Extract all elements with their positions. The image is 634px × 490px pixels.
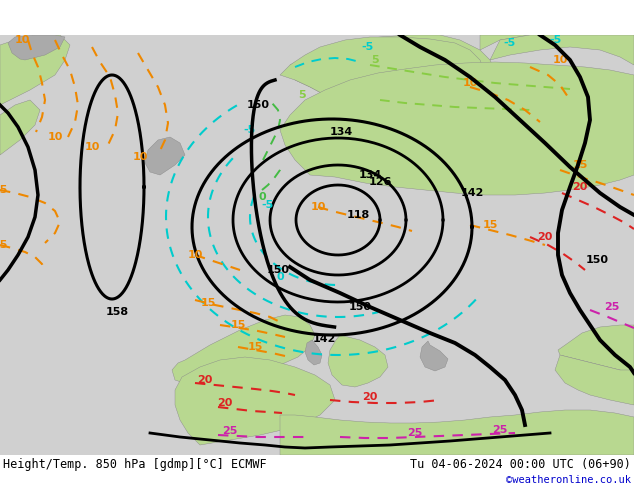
Text: 20: 20 (362, 392, 378, 402)
Text: 10: 10 (84, 142, 100, 152)
Polygon shape (305, 340, 322, 365)
Text: 15: 15 (247, 342, 262, 352)
Text: 15: 15 (0, 240, 8, 250)
Text: 25: 25 (223, 426, 238, 436)
Text: ©weatheronline.co.uk: ©weatheronline.co.uk (506, 475, 631, 485)
Polygon shape (558, 325, 634, 373)
Polygon shape (280, 410, 634, 455)
Polygon shape (420, 341, 448, 371)
Polygon shape (480, 35, 634, 55)
Text: Height/Temp. 850 hPa [gdmp][°C] ECMWF: Height/Temp. 850 hPa [gdmp][°C] ECMWF (3, 458, 267, 470)
Polygon shape (145, 137, 185, 175)
Text: 134: 134 (358, 170, 382, 180)
Text: 10: 10 (48, 132, 63, 142)
Text: 10: 10 (310, 202, 326, 212)
Text: -5: -5 (504, 38, 516, 48)
Polygon shape (290, 35, 495, 117)
Text: 15: 15 (573, 160, 588, 170)
Polygon shape (328, 335, 388, 387)
Polygon shape (8, 35, 65, 60)
Text: 10: 10 (15, 35, 30, 45)
Text: 25: 25 (493, 425, 508, 435)
Text: -5: -5 (362, 42, 374, 52)
Polygon shape (280, 62, 634, 195)
Text: 0: 0 (258, 192, 266, 202)
Text: 134: 134 (330, 127, 353, 137)
Text: 10: 10 (462, 78, 477, 88)
Text: 25: 25 (407, 428, 423, 438)
Text: 150: 150 (266, 265, 290, 275)
Text: 15: 15 (0, 185, 8, 195)
Text: 15: 15 (200, 298, 216, 308)
Polygon shape (175, 357, 335, 445)
Text: 150: 150 (586, 255, 609, 265)
Text: 15: 15 (230, 320, 246, 330)
Text: 0: 0 (276, 272, 284, 282)
Text: 15: 15 (482, 220, 498, 230)
Text: 20: 20 (217, 398, 233, 408)
Text: 10: 10 (187, 250, 203, 260)
Polygon shape (0, 100, 40, 155)
Text: Tu 04-06-2024 00:00 UTC (06+90): Tu 04-06-2024 00:00 UTC (06+90) (410, 458, 631, 470)
Text: 5: 5 (298, 90, 306, 100)
Polygon shape (400, 80, 440, 103)
Polygon shape (490, 35, 634, 65)
Text: 25: 25 (604, 302, 619, 312)
Text: 142: 142 (460, 188, 484, 198)
Text: 20: 20 (573, 182, 588, 192)
Text: 10: 10 (133, 152, 148, 162)
Text: 5: 5 (371, 55, 378, 65)
Polygon shape (280, 37, 485, 117)
Text: 158: 158 (105, 307, 129, 317)
Text: 126: 126 (368, 177, 392, 187)
Text: 10: 10 (552, 55, 567, 65)
Text: 118: 118 (346, 210, 370, 220)
Text: -5: -5 (262, 200, 274, 210)
Text: -5: -5 (244, 125, 256, 135)
Polygon shape (0, 35, 70, 105)
Text: 20: 20 (537, 232, 553, 242)
Text: 142: 142 (313, 334, 335, 344)
Text: 20: 20 (197, 375, 212, 385)
Text: -5: -5 (549, 35, 561, 45)
Polygon shape (555, 355, 634, 405)
Text: 150: 150 (247, 100, 269, 110)
Text: 150: 150 (349, 302, 372, 312)
Polygon shape (172, 315, 315, 385)
